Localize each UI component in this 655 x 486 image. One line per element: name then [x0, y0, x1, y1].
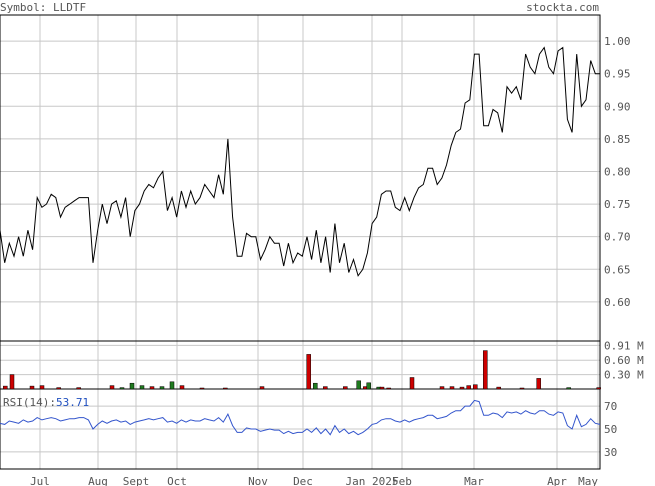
volume-bar — [139, 385, 145, 390]
volume-bar — [356, 380, 361, 390]
volume-panel — [0, 340, 601, 390]
volume-bar — [29, 385, 35, 390]
rsi-panel — [0, 388, 601, 470]
volume-bar — [496, 386, 501, 390]
volume-bar — [536, 378, 541, 390]
x-tick-label: Sept — [123, 475, 150, 486]
volume-bar — [223, 387, 228, 390]
volume-bar — [323, 386, 328, 390]
volume-bar — [596, 387, 601, 390]
volume-bar — [459, 386, 465, 390]
x-tick-label: Jan 2025 — [346, 475, 399, 486]
volume-bar — [199, 387, 205, 390]
x-tick-label: Dec — [293, 475, 313, 486]
volume-bar — [449, 386, 455, 390]
price-y-tick-label: 0.90 — [604, 100, 631, 113]
price-y-tick-label: 0.85 — [604, 133, 631, 146]
volume-bar — [306, 354, 311, 390]
price-y-tick-label: 0.70 — [604, 231, 631, 244]
rsi-value: 53.71 — [56, 396, 89, 409]
volume-bar — [159, 386, 165, 390]
volume-bar — [109, 385, 115, 390]
volume-bar — [439, 386, 445, 390]
volume-bar — [9, 374, 15, 390]
rsi-legend: RSI(14):53.71 — [3, 396, 89, 409]
volume-bar — [76, 387, 81, 390]
volume-y-tick-label: 0.60 M — [604, 354, 644, 367]
volume-bar — [343, 386, 348, 390]
price-y-tick-label: 0.80 — [604, 165, 631, 178]
volume-bar — [149, 386, 155, 390]
price-y-tick-label: 0.60 — [604, 296, 631, 309]
price-y-tick-label: 1.00 — [604, 35, 631, 48]
grid-lines — [0, 15, 600, 469]
x-tick-label: Oct — [167, 475, 187, 486]
rsi-y-tick-label: 50 — [604, 423, 617, 436]
price-y-tick-label: 0.95 — [604, 68, 631, 81]
volume-bar — [56, 387, 61, 390]
price-y-axis: 1.00 0.95 0.90 0.85 0.80 0.75 0.70 0.65 0.60 — [604, 35, 631, 309]
price-y-tick-label: 0.75 — [604, 198, 631, 211]
volume-bars — [3, 350, 601, 390]
volume-y-axis: 0.91 M 0.60 M 0.30 M — [604, 339, 644, 381]
volume-bar — [366, 382, 371, 390]
volume-bar — [379, 386, 385, 390]
x-tick-label: Apr — [547, 475, 567, 486]
volume-bar — [473, 384, 478, 390]
volume-bar — [119, 387, 125, 390]
symbol-label: Symbol: LLDTF — [0, 1, 86, 14]
volume-bar — [39, 385, 45, 390]
volume-bar — [169, 381, 175, 390]
rsi-label: RSI(14): — [3, 396, 56, 409]
volume-bar — [466, 385, 471, 390]
volume-bar — [129, 382, 135, 390]
rsi-y-axis: 70 50 30 — [604, 400, 617, 459]
volume-y-tick-label: 0.30 M — [604, 369, 644, 382]
volume-bar — [409, 377, 415, 390]
price-series-line — [0, 46, 600, 277]
volume-bar — [566, 387, 571, 390]
volume-bar — [3, 385, 8, 390]
volume-bar — [519, 387, 525, 390]
x-tick-label: Mar — [464, 475, 484, 486]
x-tick-label: May — [578, 475, 598, 486]
rsi-series-line — [0, 399, 601, 436]
volume-bar — [313, 382, 318, 390]
x-tick-label: Aug — [88, 475, 108, 486]
brand-label: stockta.com — [526, 1, 599, 14]
volume-y-tick-label: 0.91 M — [604, 339, 644, 352]
rsi-y-tick-label: 30 — [604, 446, 617, 459]
volume-bar — [179, 385, 185, 390]
x-tick-label: Feb — [392, 475, 412, 486]
volume-bar — [259, 386, 265, 390]
rsi-y-tick-label: 70 — [604, 400, 617, 413]
volume-bar — [386, 387, 391, 390]
x-tick-label: Jul — [30, 475, 50, 486]
volume-bar — [483, 350, 488, 390]
x-tick-label: Nov — [248, 475, 268, 486]
price-panel — [0, 14, 601, 342]
price-y-tick-label: 0.65 — [604, 263, 631, 276]
